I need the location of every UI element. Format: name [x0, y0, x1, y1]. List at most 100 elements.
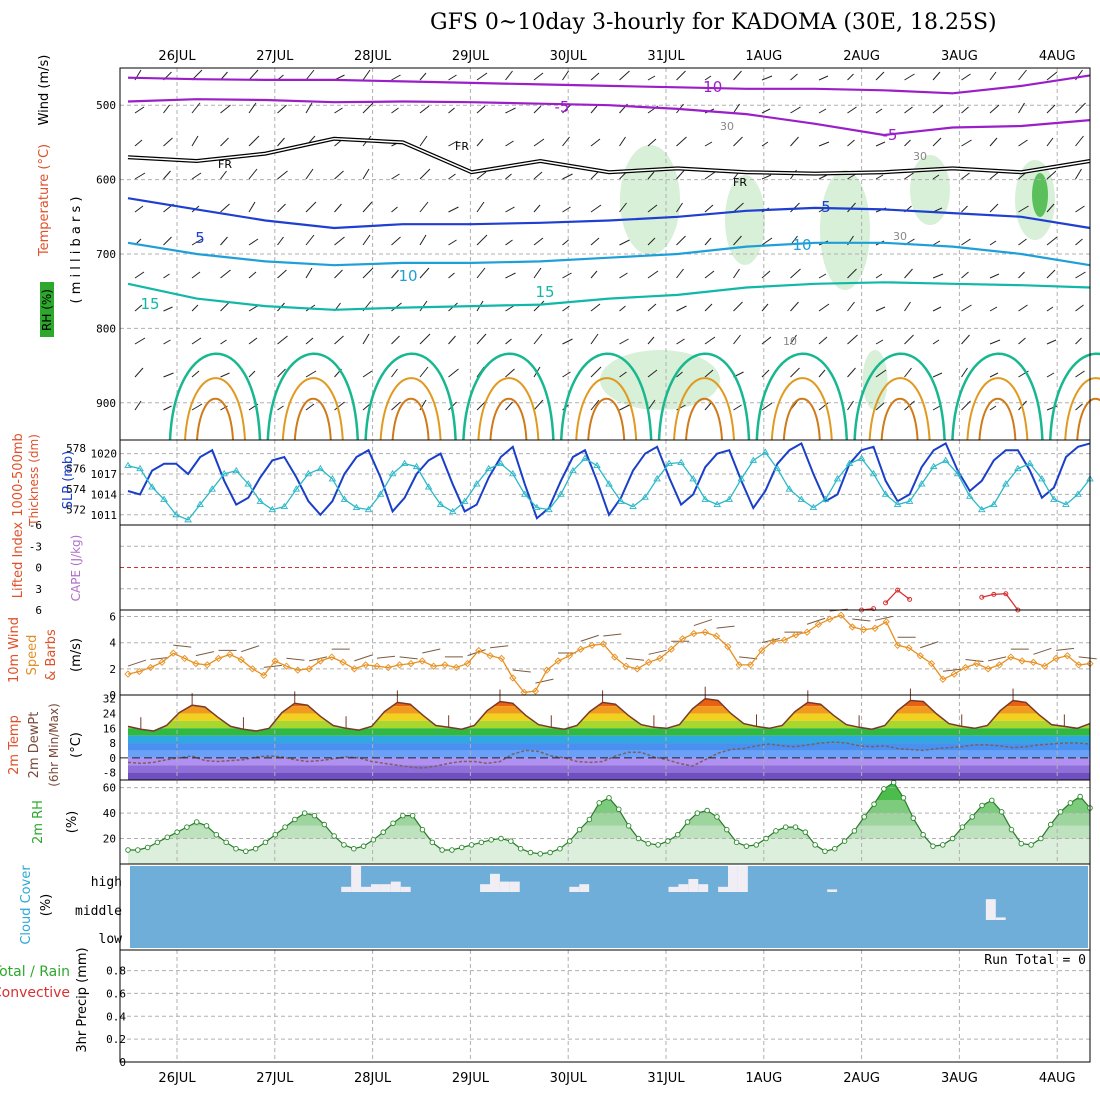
wind-barb — [932, 339, 940, 345]
wind-barb — [533, 105, 542, 114]
wind-barb — [676, 169, 685, 180]
pressure-tick-label: 800 — [96, 322, 116, 335]
wind-barb — [875, 306, 886, 312]
thickness-point — [424, 483, 433, 490]
rh-point — [566, 838, 573, 844]
rh-point — [478, 839, 485, 846]
wind-barb — [1018, 172, 1026, 180]
rh-point — [498, 835, 504, 842]
wind-barb — [818, 141, 830, 147]
wind-barb — [305, 234, 315, 246]
slp-label: SLP (mb) — [61, 451, 76, 510]
wind-barb — [1075, 238, 1083, 246]
rh-point — [871, 801, 877, 807]
li-tick-label: -6 — [29, 519, 42, 532]
wind-barb — [961, 334, 970, 345]
wind-barb — [476, 138, 484, 147]
thickness-point — [160, 495, 168, 502]
thickness-tick-label: 576 — [66, 463, 86, 476]
rh-shade — [820, 170, 870, 290]
wind-barb — [590, 366, 602, 378]
wind-barb — [163, 104, 170, 114]
wind-barb — [191, 271, 201, 279]
date-label-top: 31JUL — [647, 49, 685, 64]
wind-barb-10m — [739, 656, 758, 660]
wind-barb — [134, 106, 145, 114]
rh-point — [733, 839, 740, 846]
temperature-contour-25 — [1064, 377, 1100, 441]
wind-barb — [733, 103, 740, 114]
rh-point — [1057, 809, 1064, 815]
wind-speed-point — [384, 663, 392, 672]
panel-frame — [119, 949, 1091, 1063]
wind-barb-10m — [512, 669, 531, 673]
high-cloud-bar — [351, 866, 362, 892]
thickness-point — [821, 495, 830, 502]
wind-speed-point — [927, 659, 936, 668]
rh-point — [841, 838, 848, 844]
thickness-point — [869, 469, 878, 477]
wind-barb — [448, 74, 457, 81]
rh-point — [694, 810, 701, 816]
wind-barb — [191, 102, 201, 114]
wind-speed-point — [135, 667, 143, 676]
wind-barb — [875, 339, 884, 345]
temperature-contour-25 — [477, 377, 540, 441]
wind-barb — [533, 237, 544, 246]
wind-barb — [220, 170, 227, 180]
wind-speed-point — [837, 611, 845, 619]
wind-speed-line — [127, 614, 1091, 694]
wind-barb — [989, 339, 1001, 345]
lifted-index-point — [979, 594, 985, 600]
wind-barb — [647, 75, 656, 81]
thickness-point — [533, 503, 541, 511]
wind-barb — [790, 268, 801, 279]
wind-barb — [248, 370, 256, 378]
wind-barb — [1075, 271, 1086, 279]
wind-barb — [448, 335, 456, 345]
wind-barb — [704, 237, 712, 246]
high-cloud-bar — [499, 881, 510, 892]
wind-speed-point — [893, 641, 902, 649]
date-label-top: 2AUG — [843, 49, 880, 64]
minmax-label: (6hr Min/Max) — [47, 703, 61, 787]
contour-label: 30 — [913, 150, 927, 163]
temperature-contour — [127, 197, 1091, 230]
wind-barb — [134, 337, 146, 345]
wind-barb — [676, 338, 685, 345]
wind-barb — [134, 205, 144, 213]
wind-speed-point — [939, 675, 947, 683]
wind-speed-point — [792, 631, 800, 639]
wind-barb — [847, 367, 856, 378]
wind-speed-point — [248, 665, 257, 673]
thickness-point — [196, 500, 204, 507]
rh-point — [527, 849, 534, 856]
wind-barb — [277, 104, 287, 114]
wind-barb — [505, 305, 514, 312]
wind-barb — [391, 368, 398, 378]
wind-barb-10m — [716, 625, 735, 629]
wind-barb — [847, 301, 855, 312]
rh-point — [802, 829, 809, 835]
rh-point — [203, 823, 210, 829]
wind-barb — [847, 334, 858, 345]
thickness-point — [184, 516, 192, 523]
date-label-bottom: 28JUL — [354, 1071, 392, 1086]
rh-point — [714, 814, 720, 820]
temp2m-label-1: 2m Temp — [7, 715, 22, 775]
wind-barb — [1075, 205, 1085, 213]
wind-barb — [761, 336, 772, 345]
wind-barb — [1046, 236, 1058, 246]
date-label-bottom: 26JUL — [158, 1071, 196, 1086]
wind-barb — [904, 367, 912, 378]
thickness-point — [448, 507, 457, 515]
wind-speed-point — [180, 654, 189, 663]
wind-barb — [419, 105, 430, 114]
wind-barb — [761, 369, 770, 378]
wind-speed-point — [644, 658, 653, 666]
wind-speed-point — [1063, 652, 1071, 660]
wind-barb — [448, 272, 455, 279]
thickness-point — [917, 480, 926, 487]
contour-label: 10 — [398, 267, 417, 285]
wind-barb — [248, 271, 257, 279]
